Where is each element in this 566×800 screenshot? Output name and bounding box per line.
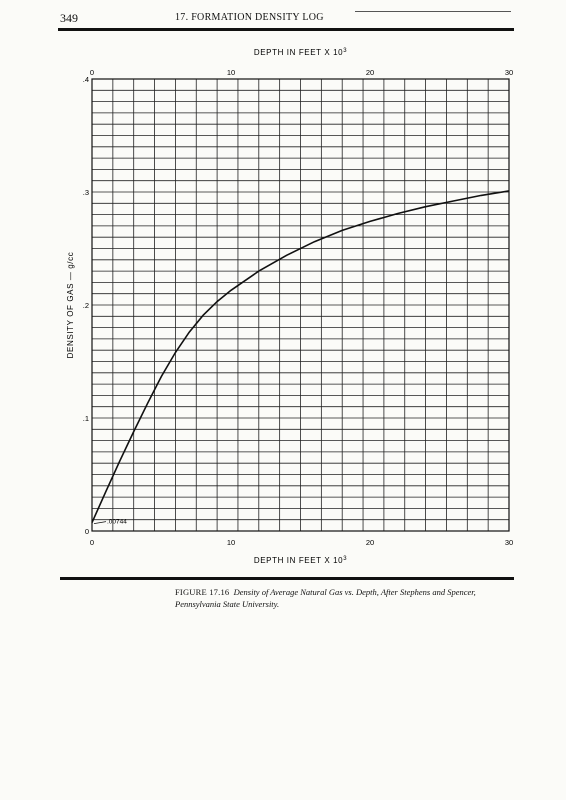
x-axis-label: DEPTH IN FEET X 103 (254, 556, 347, 565)
running-head: 17. FORMATION DENSITY LOG (175, 12, 324, 23)
annotation-label: .00744 (107, 519, 127, 526)
x-tick-label-top: 30 (505, 68, 513, 77)
y-axis-label: DENSITY OF GAS — g/cc (66, 252, 75, 359)
figure-caption-text: Density of Average Natural Gas vs. Depth… (175, 587, 476, 609)
figure-rule (60, 577, 514, 580)
chart-grid (92, 79, 509, 531)
series-line (91, 190, 510, 523)
annotation-leader (93, 521, 107, 524)
x-tick-label-top: 0 (90, 68, 94, 77)
x-tick-label-top: 10 (227, 68, 235, 77)
y-tick-label: .2 (83, 301, 89, 310)
header-thin-rule (355, 11, 511, 12)
x-axis-label-top: DEPTH IN FEET X 103 (254, 48, 347, 57)
y-tick-label: .3 (83, 188, 89, 197)
y-tick-label: 0 (85, 527, 89, 536)
x-tick-label: 10 (227, 538, 235, 547)
page-number: 349 (60, 11, 78, 25)
x-tick-label-top: 20 (366, 68, 374, 77)
y-tick-label: .1 (83, 414, 89, 423)
header-rule (58, 28, 514, 31)
figure-caption: FIGURE 17.16 Density of Average Natural … (175, 586, 520, 610)
x-tick-label: 20 (366, 538, 374, 547)
annotations: .00744 (93, 519, 127, 526)
figure-label: FIGURE 17.16 (175, 587, 230, 597)
plot-frame (91, 78, 510, 532)
x-tick-label: 0 (90, 538, 94, 547)
x-tick-label: 30 (505, 538, 513, 547)
y-tick-label: .4 (83, 75, 89, 84)
